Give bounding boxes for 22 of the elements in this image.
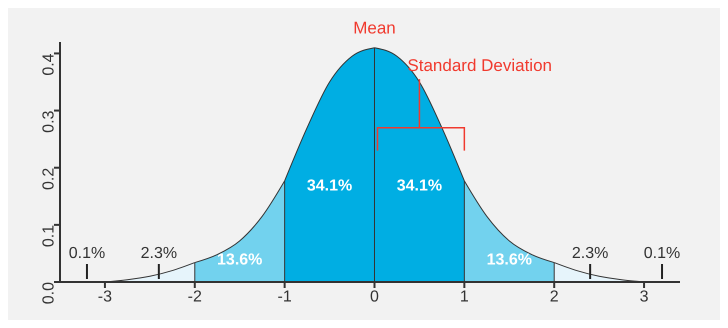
x-tick-label: -1 xyxy=(278,288,292,306)
x-tick-label: 0 xyxy=(370,288,380,306)
y-tick-label: 0.2 xyxy=(40,168,58,190)
y-tick-label: 0.0 xyxy=(40,282,58,304)
annotation: 0.1% xyxy=(644,245,680,262)
x-tick-label: 2 xyxy=(550,288,559,306)
annotation: Standard Deviation xyxy=(407,56,552,76)
annotation: 13.6% xyxy=(486,252,532,269)
text: Mean xyxy=(353,18,396,38)
annotation: 13.6% xyxy=(217,252,262,269)
x-tick-label: -3 xyxy=(98,288,112,306)
y-tick-label: 0.3 xyxy=(40,110,58,133)
y-tick-label: 0.1 xyxy=(40,224,58,248)
annotation: 2.3% xyxy=(572,245,608,262)
x-tick-label: -2 xyxy=(188,288,202,306)
annotation: 0.1% xyxy=(68,245,106,262)
annotation: 34.1% xyxy=(306,177,352,194)
y-tick-label: 0.4 xyxy=(40,53,58,76)
x-tick-label: 3 xyxy=(640,288,649,306)
annotation: 2.3% xyxy=(140,245,178,262)
x-tick-label: 1 xyxy=(460,288,469,306)
annotation: 34.1% xyxy=(396,177,442,194)
